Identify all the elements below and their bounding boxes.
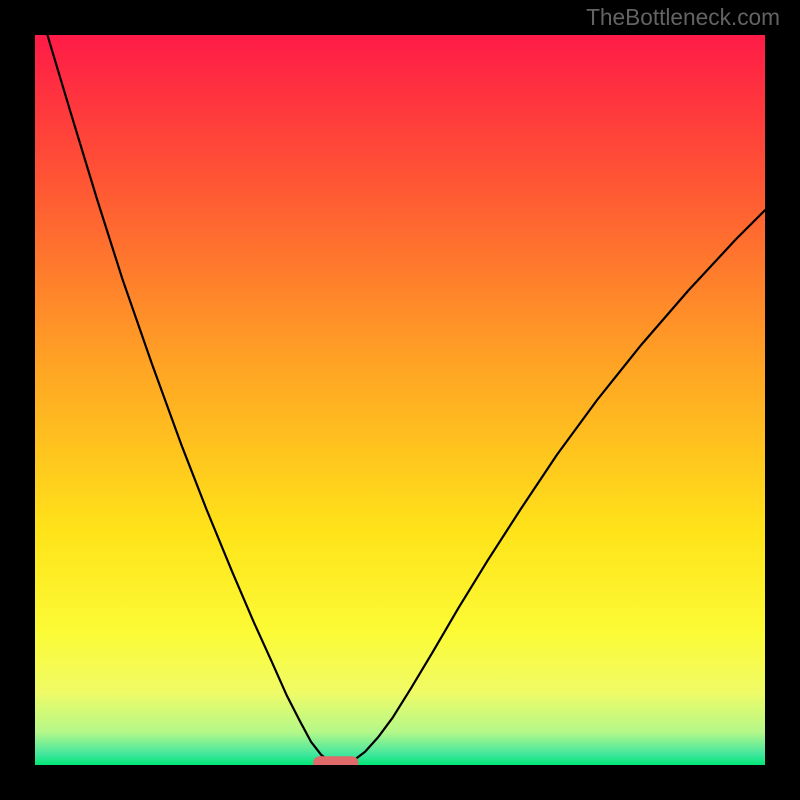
watermark-text: TheBottleneck.com (586, 4, 780, 31)
bottleneck-chart: TheBottleneck.com (0, 0, 800, 800)
chart-svg (0, 0, 800, 800)
plot-background (35, 35, 765, 765)
